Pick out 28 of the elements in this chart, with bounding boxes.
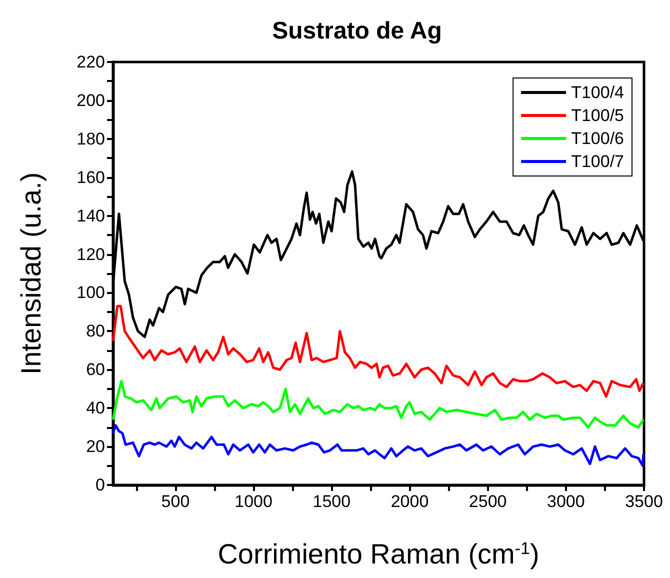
legend-label: T100/7 bbox=[571, 152, 624, 171]
x-tick-label: 3500 bbox=[625, 492, 663, 511]
y-tick-label: 0 bbox=[96, 476, 105, 494]
y-tick-label: 160 bbox=[76, 168, 105, 187]
line-series bbox=[112, 304, 645, 398]
x-tick-label: 2500 bbox=[468, 492, 507, 511]
line-series bbox=[112, 380, 645, 429]
y-axis-title: Intensidad (u.a.) bbox=[16, 172, 46, 375]
x-tick-label: 3000 bbox=[547, 492, 585, 511]
y-tick-label: 140 bbox=[76, 206, 105, 226]
x-tick-label: 500 bbox=[161, 492, 190, 511]
legend-label: T100/5 bbox=[571, 106, 624, 125]
legend-label: T100/4 bbox=[571, 83, 624, 102]
y-tick-label: 120 bbox=[76, 244, 105, 264]
y-tick-label: 40 bbox=[86, 398, 105, 418]
y-tick-label: 20 bbox=[86, 437, 105, 456]
x-tick-label: 1000 bbox=[234, 492, 272, 511]
legend-label: T100/6 bbox=[571, 129, 624, 148]
line-series bbox=[112, 424, 645, 468]
x-tick-label: 1500 bbox=[312, 492, 351, 511]
y-tick-label: 220 bbox=[76, 52, 105, 72]
y-tick-label: 60 bbox=[86, 360, 105, 380]
y-tick-label: 100 bbox=[76, 283, 105, 302]
x-tick-label: 2000 bbox=[390, 492, 429, 511]
chart-title: Sustrato de Ag bbox=[272, 18, 442, 44]
y-tick-label: 80 bbox=[86, 322, 105, 341]
y-tick-label: 180 bbox=[76, 129, 105, 148]
y-tick-label: 200 bbox=[76, 90, 105, 110]
